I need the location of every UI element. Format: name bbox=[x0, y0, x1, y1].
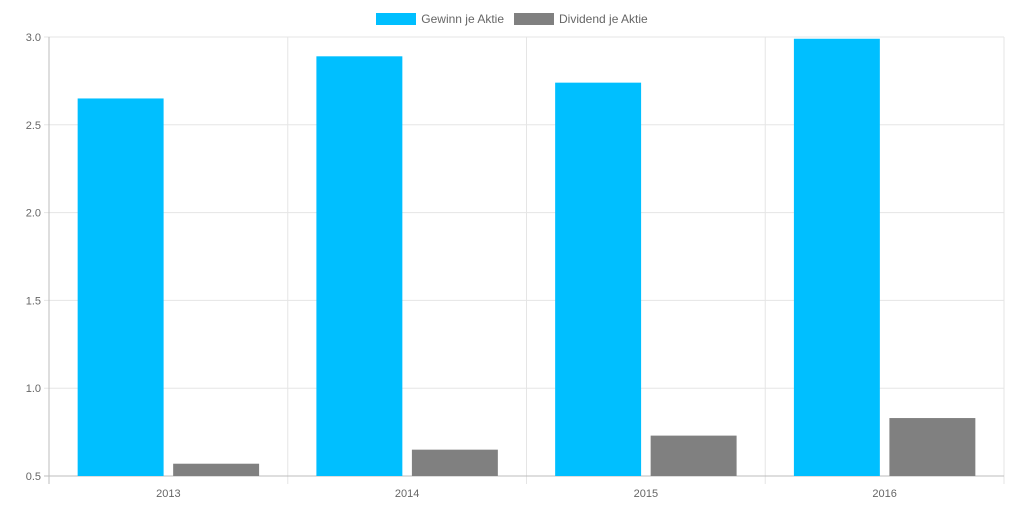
legend-swatch-gewinn bbox=[376, 13, 417, 25]
y-tick-label: 3.0 bbox=[26, 32, 41, 44]
x-tick-label: 2013 bbox=[156, 488, 180, 500]
legend: Gewinn je Aktie Dividend je Aktie bbox=[0, 12, 1024, 26]
x-tick-label: 2015 bbox=[634, 488, 658, 500]
legend-label-dividend: Dividend je Aktie bbox=[559, 12, 648, 26]
bar-dividend-2016 bbox=[889, 418, 976, 476]
bar-dividend-2015 bbox=[650, 435, 737, 476]
x-tick-label: 2016 bbox=[872, 488, 896, 500]
bar-dividend-2013 bbox=[173, 463, 260, 476]
bar-gewinn-2013 bbox=[77, 98, 164, 477]
bar-dividend-2014 bbox=[411, 449, 498, 476]
legend-label-gewinn: Gewinn je Aktie bbox=[421, 12, 504, 26]
bar-gewinn-2015 bbox=[555, 82, 642, 476]
y-tick-label: 2.0 bbox=[26, 208, 41, 220]
y-tick-label: 1.5 bbox=[26, 295, 41, 307]
bar-gewinn-2014 bbox=[316, 56, 403, 476]
legend-swatch-dividend bbox=[514, 13, 554, 25]
y-tick-label: 2.5 bbox=[26, 120, 41, 132]
y-tick-label: 1.0 bbox=[26, 383, 41, 395]
legend-item-dividend[interactable]: Dividend je Aktie bbox=[514, 12, 648, 26]
legend-item-gewinn[interactable]: Gewinn je Aktie bbox=[376, 12, 504, 26]
x-tick-label: 2014 bbox=[395, 488, 419, 500]
bar-gewinn-2016 bbox=[793, 38, 880, 476]
y-tick-label: 0.5 bbox=[26, 471, 41, 483]
